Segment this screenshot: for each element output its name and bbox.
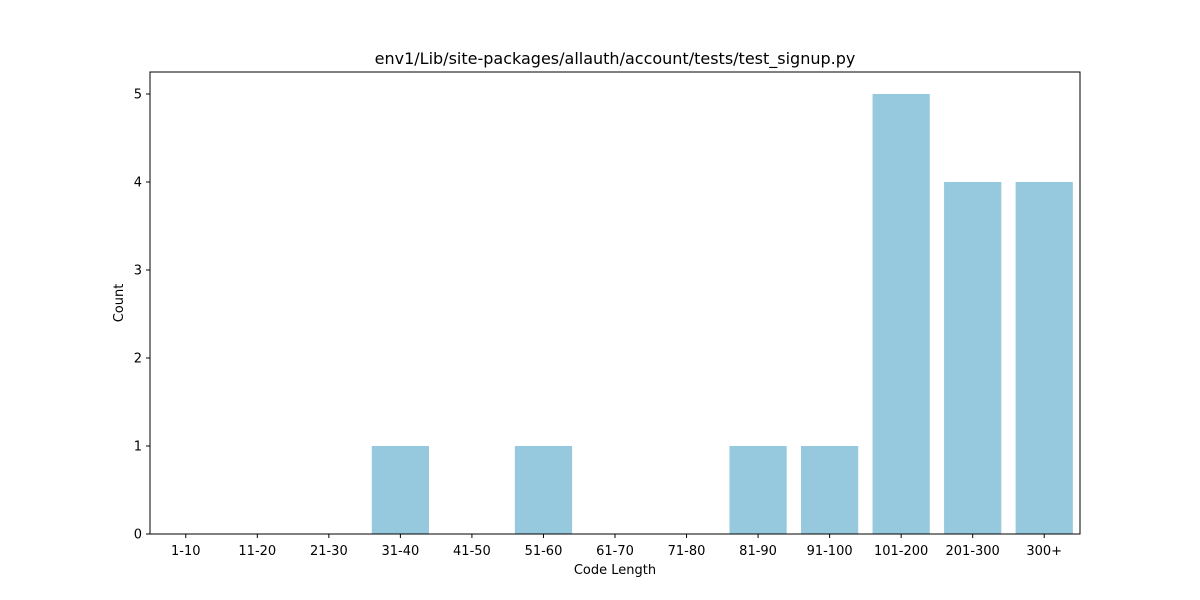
x-tick-label: 21-30 bbox=[310, 544, 348, 559]
bar-300+ bbox=[1015, 182, 1073, 534]
x-tick-label: 31-40 bbox=[381, 544, 419, 559]
x-tick-label: 51-60 bbox=[525, 544, 563, 559]
x-tick-label: 101-200 bbox=[874, 544, 928, 559]
x-axis-ticks: 1-10 11-20 21-30 31-40 41-50 51-60 61-70 71-80 8… bbox=[171, 534, 1062, 559]
y-axis-ticks: 0 1 2 3 4 5 bbox=[134, 88, 150, 543]
y-tick-label: 0 bbox=[134, 528, 142, 543]
x-tick-label: 71-80 bbox=[668, 544, 706, 559]
x-tick-label: 61-70 bbox=[596, 544, 634, 559]
bar-31-40 bbox=[371, 446, 429, 534]
bar-81-90 bbox=[729, 446, 787, 534]
chart-title: env1/Lib/site-packages/allauth/account/t… bbox=[375, 49, 856, 69]
y-tick-label: 2 bbox=[134, 352, 142, 367]
y-tick-label: 1 bbox=[134, 440, 142, 455]
x-axis-label: Code Length bbox=[574, 563, 656, 578]
x-tick-label: 81-90 bbox=[739, 544, 777, 559]
y-tick-label: 4 bbox=[134, 176, 142, 191]
x-tick-label: 1-10 bbox=[171, 544, 201, 559]
bar-201-300 bbox=[944, 182, 1002, 534]
x-tick-label: 91-100 bbox=[807, 544, 853, 559]
bar-91-100 bbox=[801, 446, 859, 534]
x-tick-label: 41-50 bbox=[453, 544, 491, 559]
x-tick-label: 300+ bbox=[1026, 544, 1062, 559]
y-tick-label: 3 bbox=[134, 264, 142, 279]
y-axis-label: Count bbox=[112, 284, 127, 323]
bar-51-60 bbox=[514, 446, 573, 534]
y-tick-label: 5 bbox=[134, 88, 142, 103]
bars-group bbox=[371, 94, 1073, 534]
plot-area-frame bbox=[149, 71, 1081, 535]
x-tick-label: 11-20 bbox=[238, 544, 276, 559]
bar-101-200 bbox=[872, 94, 930, 534]
x-tick-label: 201-300 bbox=[946, 544, 1000, 559]
